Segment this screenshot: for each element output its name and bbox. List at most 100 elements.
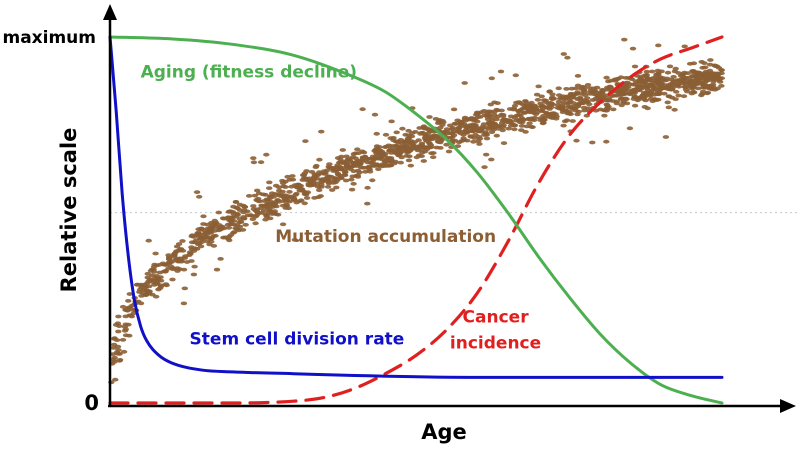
scatter-point <box>297 183 304 188</box>
scatter-point <box>664 85 671 90</box>
scatter-point <box>664 100 671 105</box>
scatter-point <box>676 78 683 83</box>
scatter-point <box>550 96 557 101</box>
scatter-point <box>711 63 718 68</box>
scatter-point <box>643 73 650 77</box>
scatter-point <box>179 239 186 243</box>
scatter-point <box>437 146 444 150</box>
scatter-point <box>284 174 291 179</box>
scatter-point <box>324 184 332 189</box>
scatter-point <box>227 233 235 237</box>
scatter-point <box>605 79 612 84</box>
scatter-point <box>405 158 413 163</box>
scatter-point <box>647 83 654 88</box>
scatter-point <box>522 99 529 104</box>
scatter-point <box>335 172 342 177</box>
scatter-point <box>696 80 704 85</box>
scatter-point <box>226 218 233 223</box>
scatter-point <box>655 71 662 76</box>
scatter-point <box>483 136 491 141</box>
scatter-point <box>313 173 321 177</box>
scatter-point <box>604 87 611 92</box>
scatter-point <box>534 97 542 102</box>
scatter-point <box>610 107 617 112</box>
scatter-point <box>366 167 373 172</box>
scatter-point <box>136 290 143 294</box>
scatter-point <box>489 118 496 123</box>
scatter-point <box>429 134 436 139</box>
scatter-point <box>670 79 677 84</box>
scatter-point <box>511 127 518 132</box>
scatter-point <box>443 142 450 147</box>
scatter-point <box>428 137 436 142</box>
scatter-point <box>613 101 620 106</box>
scatter-point <box>718 84 725 88</box>
scatter-point <box>325 164 332 169</box>
scatter-point <box>560 94 567 99</box>
scatter-point <box>237 220 245 224</box>
scatter-point <box>485 127 492 131</box>
scatter-point <box>516 120 524 125</box>
scatter-point <box>427 129 434 134</box>
series-line-aging-fitness-decline <box>108 35 724 405</box>
scatter-point <box>302 139 309 144</box>
scatter-point <box>169 267 177 272</box>
scatter-point <box>682 78 690 83</box>
scatter-point <box>153 263 160 268</box>
x-axis-label: Age <box>421 420 467 444</box>
scatter-point <box>121 328 129 333</box>
scatter-point <box>290 196 297 200</box>
scatter-point <box>272 212 280 217</box>
scatter-point <box>257 160 265 165</box>
scatter-point <box>622 82 630 87</box>
scatter-point <box>618 96 625 101</box>
scatter-point <box>671 107 678 112</box>
scatter-point <box>645 77 652 81</box>
scatter-point <box>621 92 628 97</box>
scatter-point <box>330 181 337 185</box>
scatter-point <box>350 181 357 186</box>
scatter-point <box>246 194 253 198</box>
scatter-point <box>681 44 688 49</box>
scatter-point <box>342 178 350 183</box>
scatter-point <box>510 106 518 111</box>
scatter-point <box>535 84 542 89</box>
mutation-scatter-points <box>108 37 725 385</box>
scatter-point <box>533 92 541 97</box>
scatter-point <box>339 148 346 152</box>
scatter-point <box>621 37 628 42</box>
scatter-point <box>500 141 508 146</box>
scatter-point <box>644 106 651 111</box>
scatter-point <box>422 145 429 150</box>
scatter-point <box>241 205 249 209</box>
scatter-point <box>691 79 698 83</box>
scatter-point <box>657 83 664 87</box>
scatter-point <box>242 222 249 227</box>
scatter-point <box>323 178 330 183</box>
scatter-point <box>586 86 594 90</box>
scatter-point <box>507 114 515 119</box>
scatter-point <box>680 94 688 99</box>
scatter-point <box>316 157 323 162</box>
scatter-point <box>665 105 672 110</box>
scatter-point <box>646 92 654 97</box>
scatter-point <box>537 101 544 106</box>
scatter-point <box>301 171 309 176</box>
scatter-point <box>329 188 336 192</box>
scatter-point <box>152 279 159 283</box>
scatter-point <box>427 145 435 150</box>
scatter-point <box>450 107 458 112</box>
scatter-point <box>488 157 495 162</box>
scatter-point <box>549 112 556 117</box>
scatter-point <box>284 194 292 199</box>
scatter-point <box>546 89 553 94</box>
scatter-point <box>467 134 475 139</box>
scatter-point <box>124 308 131 313</box>
scatter-point <box>480 122 488 126</box>
scatter-point <box>381 159 389 163</box>
scatter-point <box>483 152 490 157</box>
scatter-point <box>364 201 371 206</box>
scatter-point <box>333 185 340 190</box>
scatter-point <box>152 251 159 256</box>
scatter-point <box>179 248 187 253</box>
